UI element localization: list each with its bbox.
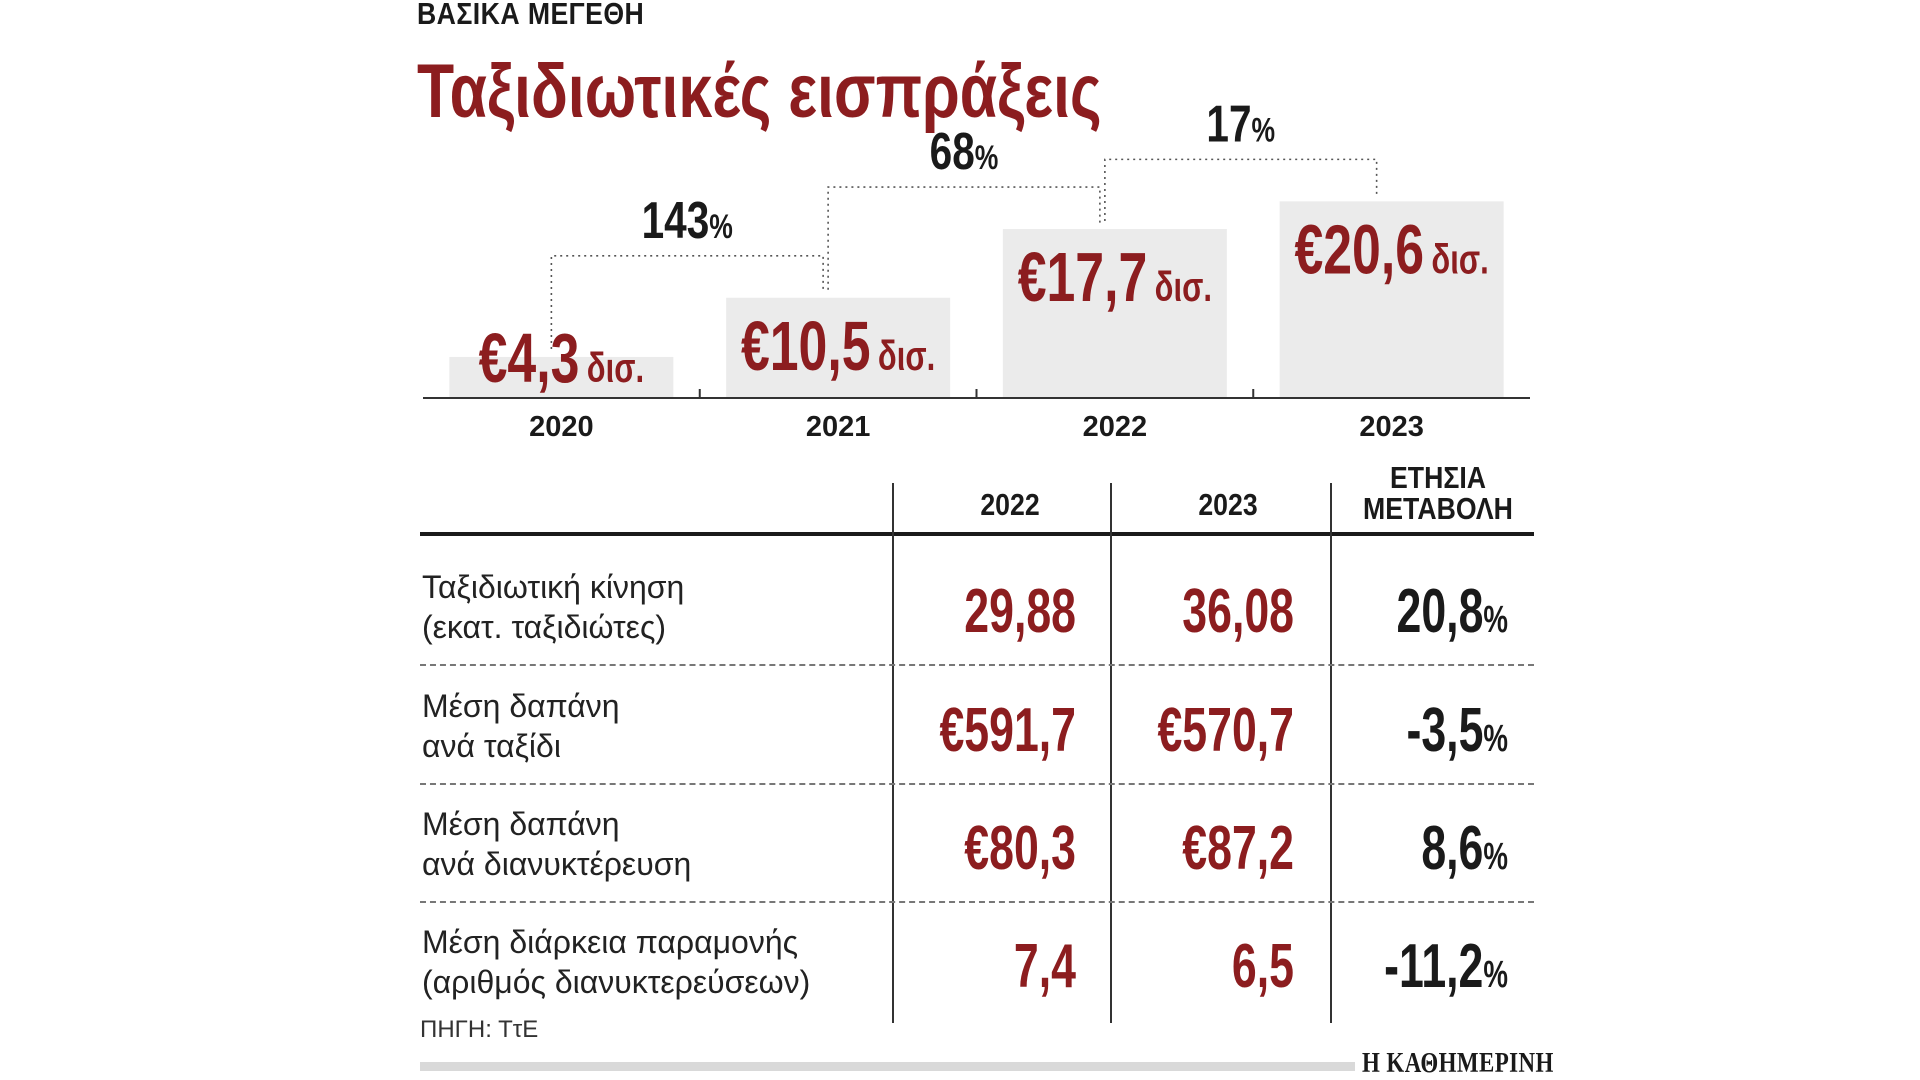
row-divider — [420, 901, 1534, 903]
x-tick-label: 2022 — [1083, 411, 1148, 443]
growth-label: 143% — [642, 191, 733, 249]
change-value: -11,2 — [1384, 932, 1484, 1001]
growth-percent-sign: % — [975, 139, 999, 177]
data-label-value: €10,5 — [741, 307, 871, 385]
growth-label: 17% — [1206, 95, 1275, 153]
cell-2023: €87,2 — [1182, 814, 1294, 883]
table-header-rule — [420, 532, 1534, 536]
change-value: 8,6 — [1421, 814, 1484, 883]
data-label-text: €4,3 δισ. — [479, 319, 645, 397]
row-label-spend-per-trip: Μέση δαπάνη ανά ταξίδι — [422, 688, 620, 764]
cell-change: 20,8% — [1373, 581, 1508, 643]
table-header-2023: 2023 — [1198, 487, 1258, 522]
cell-change: 8,6% — [1373, 818, 1508, 880]
row-label-avg-stay: Μέση διάρκεια παραμονής (αριθμός διανυκτ… — [422, 924, 811, 1000]
data-label-unit: δισ. — [1155, 264, 1212, 311]
data-label-unit: δισ. — [878, 332, 935, 379]
percent-sign: % — [1483, 717, 1508, 760]
kicker: ΒΑΣΙΚΑ ΜΕΓΕΘΗ — [417, 0, 645, 31]
x-tick-label: 2020 — [529, 411, 594, 443]
cell-2022: €591,7 — [939, 696, 1076, 765]
data-label-text: €10,5 δισ. — [741, 307, 935, 385]
growth-label-text: 17% — [1206, 95, 1275, 153]
bar — [726, 297, 951, 398]
bar — [1002, 229, 1227, 398]
source-note: ΠΗΓΗ: ΤτΕ — [420, 1016, 539, 1043]
data-label-value: €4,3 — [479, 319, 580, 397]
row-label-travel-traffic: Ταξιδιωτική κίνηση (εκατ. ταξιδιώτες) — [422, 569, 685, 645]
data-label: €20,6 δισ. — [1294, 211, 1488, 289]
table-header-2022: 2022 — [980, 487, 1040, 522]
growth-percent-sign: % — [709, 208, 733, 246]
page-title: Ταξιδιωτικές εισπράξεις — [417, 49, 1102, 134]
row-divider — [420, 783, 1534, 785]
percent-sign: % — [1483, 953, 1508, 996]
change-value: 20,8 — [1396, 577, 1484, 646]
cell-change: -3,5% — [1373, 700, 1508, 762]
cell-2022: 29,88 — [964, 577, 1076, 646]
percent-sign: % — [1483, 835, 1508, 878]
column-divider — [1330, 483, 1332, 1023]
data-label: €4,3 δισ. — [479, 319, 645, 397]
percent-sign: % — [1483, 598, 1508, 641]
growth-percent-sign: % — [1252, 111, 1276, 149]
data-label-text: €20,6 δισ. — [1294, 211, 1488, 289]
bar-chart: 2020 2021 2022 2023€4,3 δισ. €10,5 δισ.€17,7 δι… — [423, 95, 1530, 443]
growth-label-text: 143% — [642, 191, 733, 249]
cell-2023: €570,7 — [1157, 696, 1294, 765]
row-label-spend-per-night: Μέση δαπάνη ανά διανυκτέρευση — [422, 806, 692, 882]
bar — [449, 356, 674, 398]
data-label: €17,7 δισ. — [1018, 239, 1212, 317]
table-header-change-line2: ΜΕΤΑΒΟΛΗ — [1363, 491, 1513, 526]
brand-logo: Η ΚΑΘΗΜΕΡΙΝΗ — [1362, 1048, 1554, 1079]
growth-value: 68 — [930, 122, 975, 180]
column-divider — [1110, 483, 1112, 1023]
data-label-value: €17,7 — [1018, 239, 1148, 317]
x-tick-label: 2021 — [806, 411, 871, 443]
growth-value: 17 — [1206, 95, 1251, 153]
data-label-unit: δισ. — [1431, 236, 1488, 283]
growth-label: 68% — [930, 122, 999, 180]
cell-change: -11,2% — [1373, 936, 1508, 998]
table-header-change: ΕΤΗΣΙΑ ΜΕΤΑΒΟΛΗ — [1352, 462, 1524, 524]
cell-2023: 36,08 — [1182, 577, 1294, 646]
data-label-value: €20,6 — [1294, 211, 1424, 289]
footer-bar — [420, 1062, 1355, 1071]
growth-bracket — [550, 254, 824, 349]
bar — [1279, 201, 1504, 398]
growth-label-text: 68% — [930, 122, 999, 180]
data-label: €10,5 δισ. — [741, 307, 935, 385]
x-tick-label: 2023 — [1359, 411, 1424, 443]
change-value: -3,5 — [1406, 696, 1484, 765]
row-divider — [420, 664, 1534, 666]
growth-value: 143 — [642, 191, 710, 249]
growth-bracket — [1104, 158, 1378, 222]
table-header-change-line1: ΕΤΗΣΙΑ — [1390, 460, 1486, 495]
column-divider — [892, 483, 894, 1023]
cell-2023: 6,5 — [1231, 932, 1294, 1001]
cell-2022: €80,3 — [964, 814, 1076, 883]
data-label-unit: δισ. — [587, 344, 644, 391]
cell-2022: 7,4 — [1013, 932, 1076, 1001]
data-label-text: €17,7 δισ. — [1018, 239, 1212, 317]
